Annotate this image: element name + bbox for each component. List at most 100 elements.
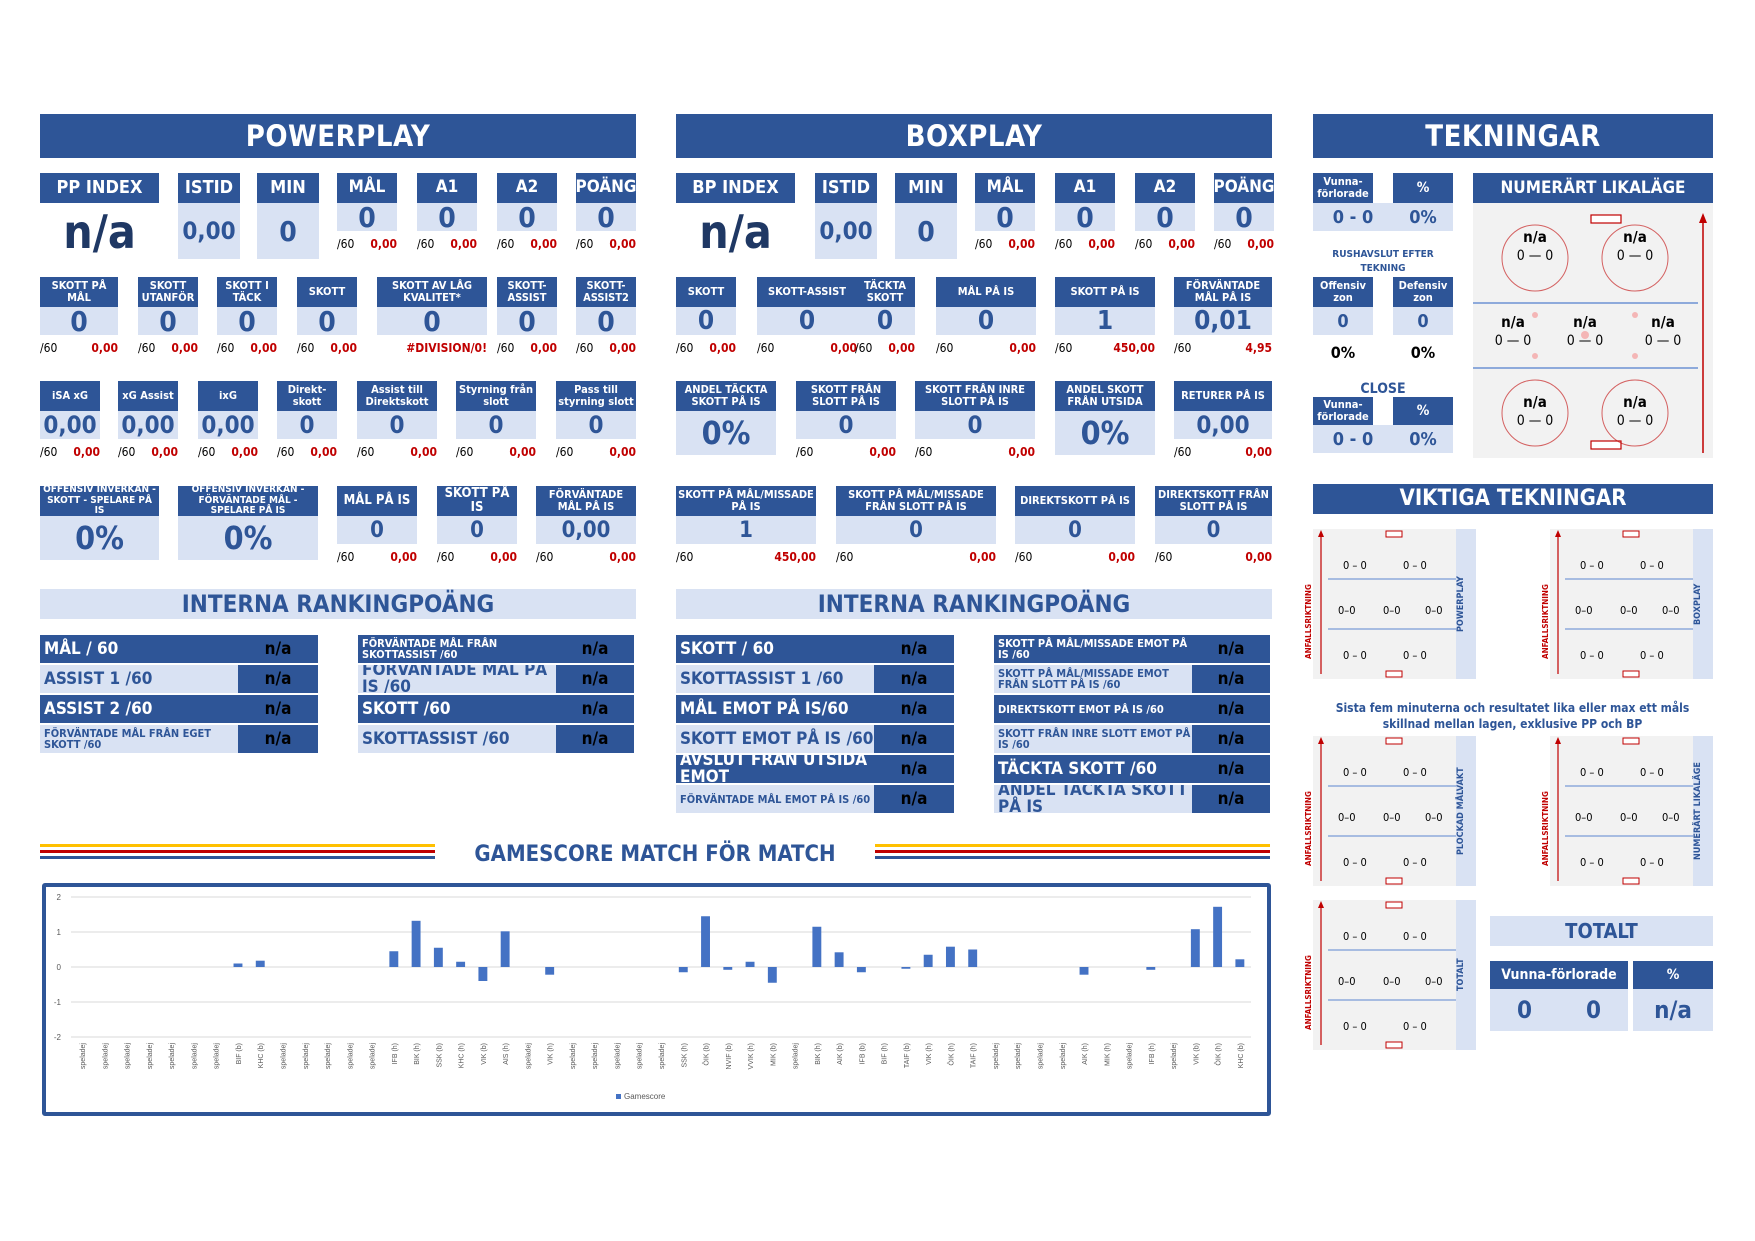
- viktiga-rink-2-mid-2: 0–0: [1425, 811, 1443, 824]
- viktiga-rink-4-mid-0: 0–0: [1338, 975, 1356, 988]
- bp-row4-2-rate: 0,00: [1108, 550, 1135, 564]
- x-tick-label: VVIK (h): [748, 1043, 755, 1069]
- pp-row3-1-rate: 0,00: [151, 445, 178, 459]
- viktiga-rink-2-score-1: 0 – 0: [1403, 766, 1427, 779]
- x-tick-label: ÖIK (h): [1215, 1043, 1223, 1066]
- pp-rank-right-1-value: n/a: [556, 665, 634, 693]
- bp-top-1-label: A1: [1055, 173, 1115, 203]
- x-tick-label: KHC (h): [459, 1043, 466, 1068]
- bp-row4-3-label: DIREKTSKOTT FRÅN SLOTT PÅ IS: [1155, 486, 1272, 516]
- bp-top-1: A1 0: [1055, 173, 1115, 234]
- gamescore-chart-svg: 2 1 0 -1 -2 speladej speladej speladej speladej s…: [54, 893, 1251, 1101]
- powerplay-title: POWERPLAY: [40, 114, 636, 158]
- pp-row2-1-per: /60: [138, 341, 156, 355]
- bp-rank-left-3-value: n/a: [874, 725, 954, 753]
- gamescore-title: GAMESCORE MATCH FÖR MATCH: [474, 842, 836, 867]
- bp-row2-2-per: /60: [855, 341, 873, 355]
- pp-row4-3-label: SKOTT PÅ IS: [437, 486, 517, 516]
- viktiga-rink-3-arrow-label: ANFALLSRIKTNING: [1541, 791, 1550, 866]
- pp-row3-2-per: /60: [198, 445, 216, 459]
- legend-swatch-icon: [616, 1094, 621, 1099]
- totalt-title: TOTALT: [1490, 916, 1713, 946]
- bar-39: [945, 946, 955, 967]
- pp-row2-2-rate: 0,00: [250, 341, 277, 355]
- bp-top-1-rate: 0,00: [1088, 237, 1115, 251]
- pp-row3-1-per: /60: [118, 445, 136, 459]
- bp-rank-right-4: TÄCKTA SKOTT /60 n/a: [994, 755, 1270, 783]
- bar-30: [745, 961, 755, 967]
- numerart-0-top: n/a: [1523, 228, 1547, 246]
- pp-row4-4-label: FÖRVÄNTADE MÅL PÅ IS: [536, 486, 636, 516]
- x-tick-label: speladej: [281, 1043, 288, 1070]
- viktiga-rink-3-score-3: 0 – 0: [1640, 856, 1664, 869]
- bp-row2-1-per: /60: [757, 341, 775, 355]
- numerart-0-score: 0 — 0: [1516, 248, 1554, 264]
- tek-vunna-label: Vunna-förlorade: [1313, 173, 1373, 203]
- pp-top-1: A1 0: [417, 173, 477, 234]
- tek-vunna-value: 0 - 0 0%: [1313, 203, 1453, 231]
- tek-vunna: Vunna-förlorade 0 - 0 0%: [1313, 173, 1453, 231]
- viktiga-rink-3-mid-1: 0–0: [1620, 811, 1638, 824]
- bp-rank-right-5-value: n/a: [1192, 785, 1270, 813]
- pp-row3-2: ixG 0,00: [198, 381, 258, 439]
- bp-top-2-label: A2: [1135, 173, 1195, 203]
- pp-row3-3-per: /60: [277, 445, 295, 459]
- bp-row4-0-value: 1: [676, 516, 816, 544]
- x-tick-label: AIK (h): [1082, 1043, 1089, 1065]
- pp-row2-1-label: SKOTT UTANFÖR: [138, 277, 198, 307]
- viktiga-rink-4-label: TOTALT: [1456, 900, 1476, 1050]
- viktiga-rink-4-mid-1: 0–0: [1383, 975, 1401, 988]
- bp-row3-1: SKOTT FRÅN SLOTT PÅ IS 0: [796, 381, 896, 439]
- bp-row2-0-value: 0: [676, 306, 736, 336]
- close-vunna: Vunna-förlorade 0 - 0 0%: [1313, 397, 1453, 453]
- pp-row2-5-rate: 0,00: [530, 341, 557, 355]
- pp-row3-4-rate: 0,00: [410, 445, 437, 459]
- x-tick-label: speladej: [169, 1043, 176, 1070]
- pp-row2-6: SKOTT-ASSIST2 0: [576, 277, 636, 338]
- viktiga-note: Sista fem minuterna och resultatet lika …: [1335, 701, 1690, 731]
- bp-row3-4-value: 0,00: [1174, 411, 1272, 439]
- bp-rank-left-1-label: SKOTTASSIST 1 /60: [676, 665, 874, 693]
- bar-37: [901, 967, 911, 969]
- pp-row2-3-value: 0: [297, 305, 357, 338]
- x-tick-label: VIK (b): [481, 1043, 488, 1065]
- bp-top-0-label: MÅL: [975, 173, 1035, 203]
- pp-row2-3: SKOTT 0: [297, 277, 357, 338]
- pp-top-1-value: 0: [417, 201, 477, 234]
- pp-row3-5-rate: 0,00: [509, 445, 536, 459]
- bp-rank-left-2-value: n/a: [874, 695, 954, 723]
- stripes-right-stripe-2: [875, 856, 1270, 859]
- bp-min: MIN 0: [895, 173, 957, 259]
- defensiv-pct: 0%: [1410, 343, 1436, 362]
- offensiv-label: Offensiv zon: [1313, 277, 1373, 307]
- pp-row4-1: OFFENSIV INVERKAN - FÖRVÄNTADE MÅL - SPE…: [178, 486, 318, 560]
- bp-row2-4: SKOTT PÅ IS 1: [1055, 277, 1155, 336]
- bp-rank-right-1: SKOTT PÅ MÅL/MISSADE EMOT FRÅN SLOTT PÅ …: [994, 665, 1270, 693]
- viktiga-rink-2-score-2: 0 – 0: [1343, 856, 1367, 869]
- numerart-5-score: 0 — 0: [1516, 413, 1554, 429]
- bp-row3-2: SKOTT FRÅN INRE SLOTT PÅ IS 0: [915, 381, 1035, 439]
- pp-top-0-value: 0: [337, 201, 397, 234]
- viktiga-rink-3-score-0: 0 – 0: [1580, 766, 1604, 779]
- pp-row4-2: MÅL PÅ IS 0: [337, 486, 417, 544]
- bp-rank-left-4-label: AVSLUT FRÅN UTSIDA EMOT: [676, 755, 874, 783]
- bp-row3-1-value: 0: [796, 411, 896, 439]
- x-tick-label: speladej: [325, 1043, 332, 1070]
- stripes-right-stripe-0: [875, 844, 1270, 847]
- pp-row3-1: xG Assist 0,00: [118, 381, 178, 439]
- bp-row3-3-label: ANDEL SKOTT FRÅN UTSIDA: [1055, 381, 1155, 411]
- viktiga-rink-2-score-0: 0 – 0: [1343, 766, 1367, 779]
- pp-index-value: n/a: [63, 205, 136, 259]
- bp-row3-2-value: 0: [915, 411, 1035, 439]
- bp-rank-right-5: ANDEL TÄCKTA SKOTT PÅ IS n/a: [994, 785, 1270, 813]
- arrowhead-icon: [1699, 213, 1707, 223]
- pp-row2-0-label: SKOTT PÅ MÅL: [40, 277, 118, 307]
- pp-row2-5: SKOTT-ASSIST 0: [497, 277, 557, 338]
- faceoff-circle-icon: [1601, 224, 1669, 292]
- x-tick-label: KHC (b): [258, 1043, 265, 1068]
- bar-29: [723, 967, 733, 970]
- bp-row4-2: DIREKTSKOTT PÅ IS 0: [1015, 486, 1135, 544]
- bp-row4-3-value: 0: [1155, 516, 1272, 544]
- bp-istid-value: 0,00: [815, 203, 877, 259]
- close-label: CLOSE: [1360, 381, 1406, 397]
